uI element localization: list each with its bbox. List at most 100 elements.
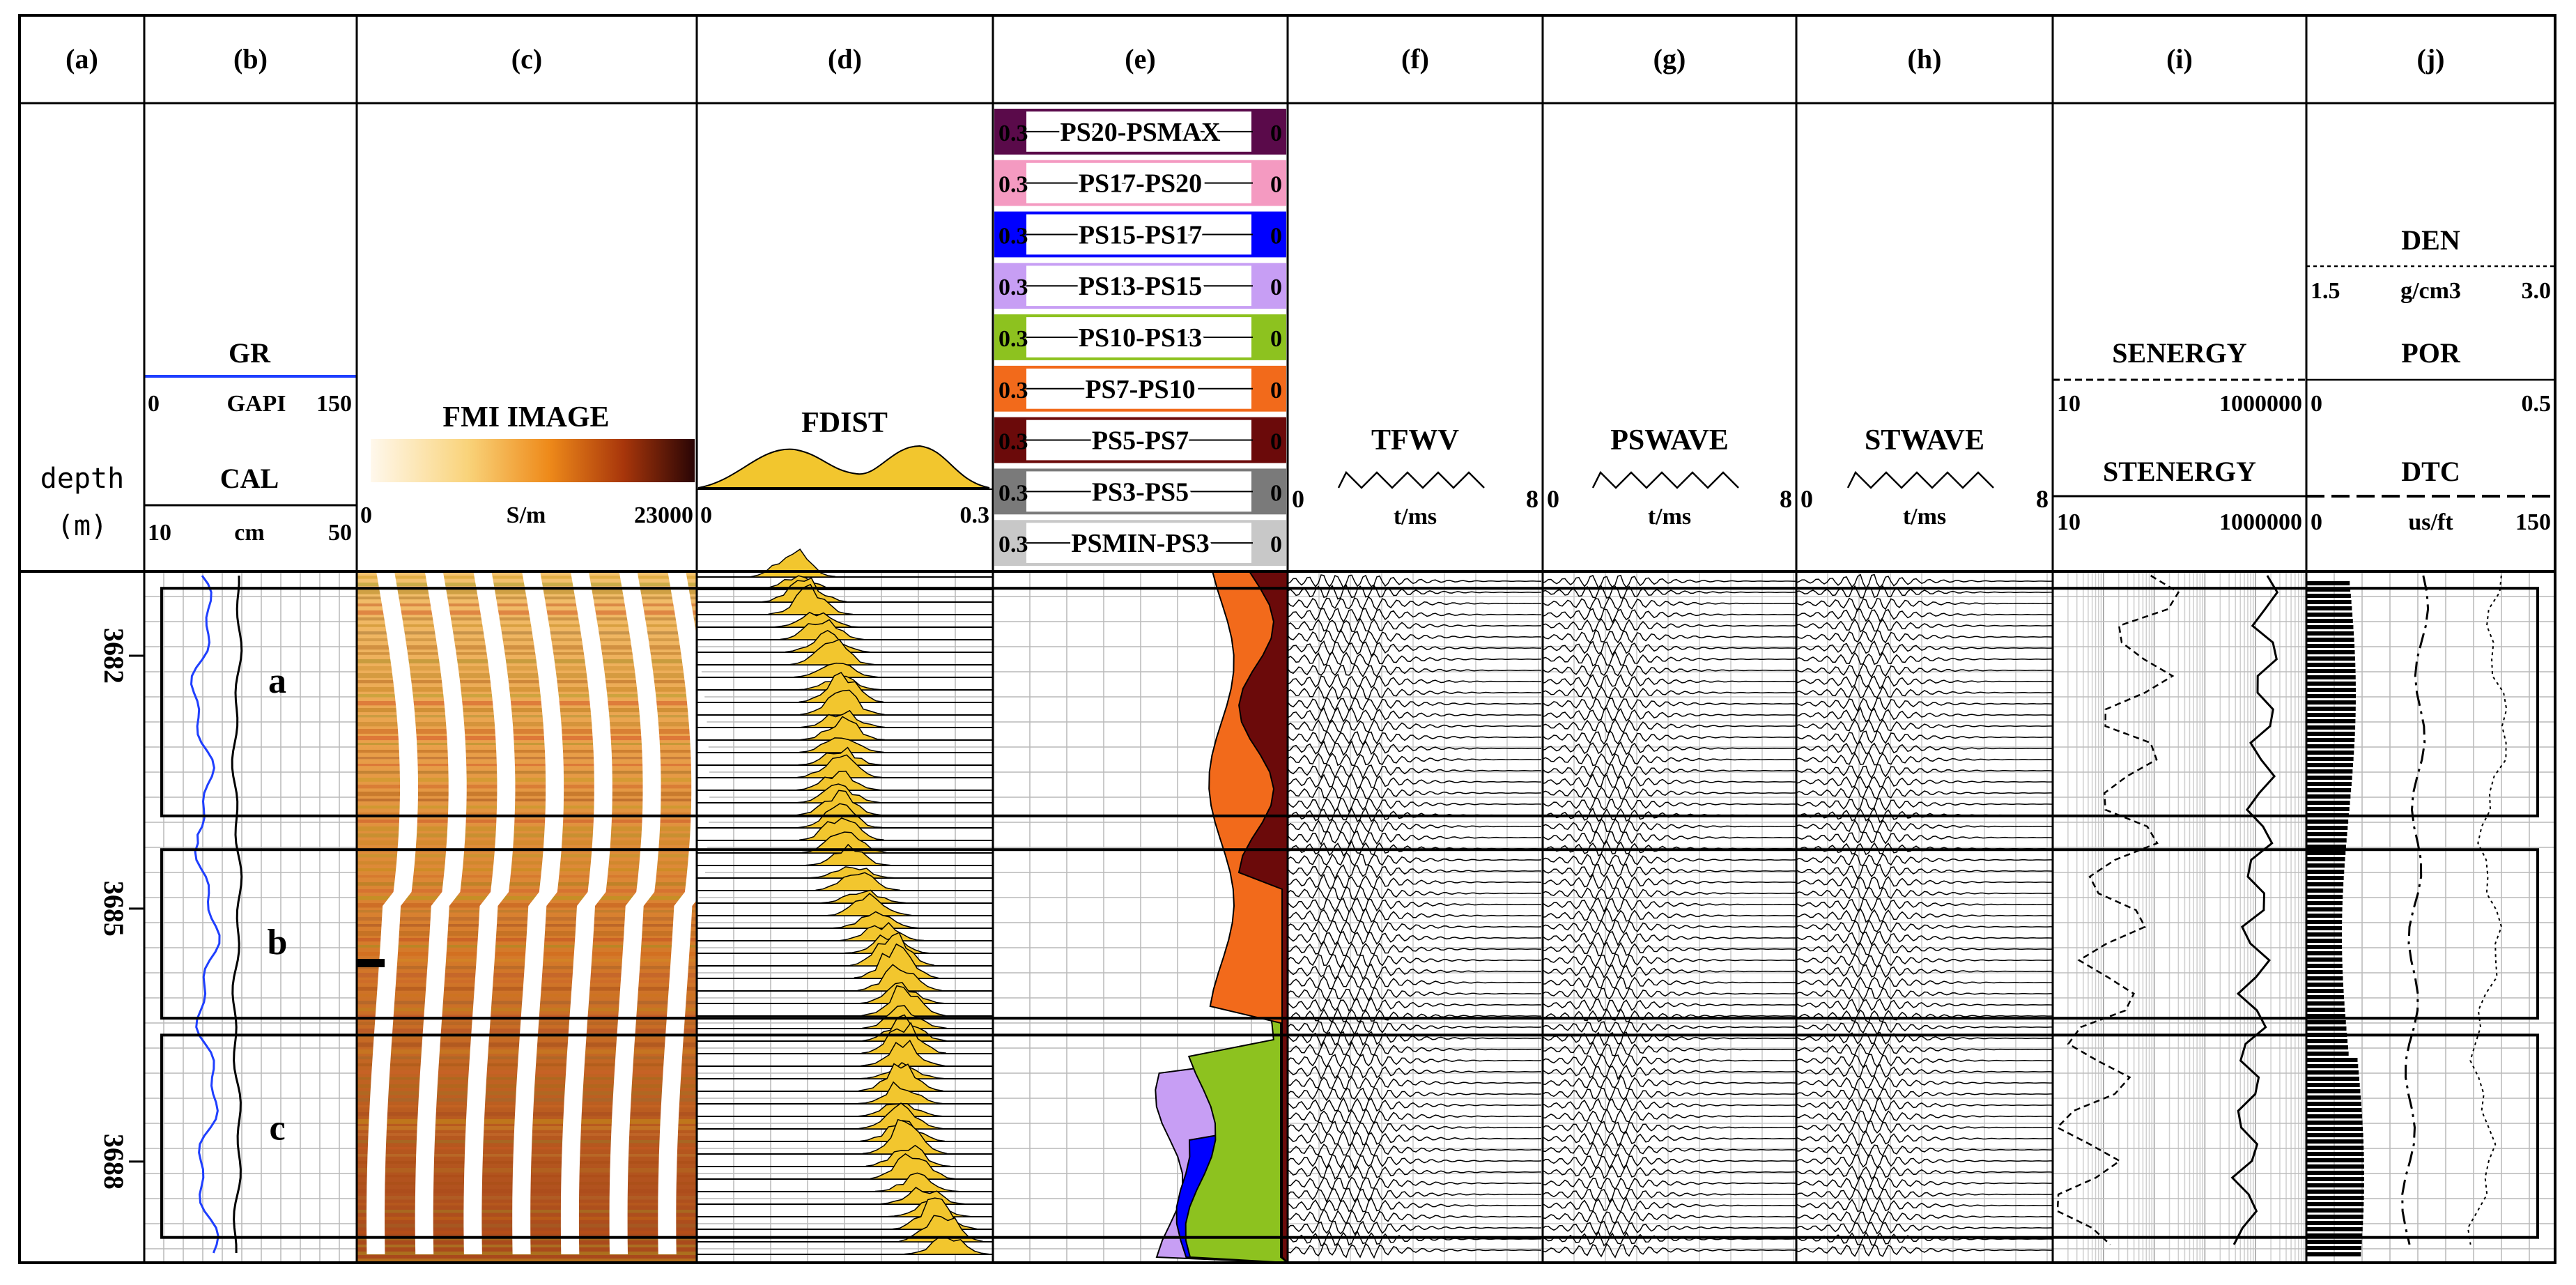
wave-trace bbox=[1542, 1177, 1797, 1190]
track-letter-a: (a) bbox=[65, 43, 98, 75]
wave-trace bbox=[1796, 574, 2053, 590]
dtc-min: 0 bbox=[2311, 509, 2322, 535]
pswave-legend-wave bbox=[1591, 470, 1739, 489]
por-bar bbox=[2307, 863, 2345, 868]
fmi-band bbox=[357, 631, 697, 635]
wave-trace bbox=[1542, 640, 1796, 656]
por-bar bbox=[2307, 725, 2356, 730]
por-bar bbox=[2307, 970, 2343, 974]
wave-trace bbox=[1542, 1086, 1797, 1102]
fmi-band bbox=[357, 1259, 697, 1263]
wave-trace bbox=[1796, 1054, 2053, 1069]
por-bar bbox=[2307, 663, 2356, 667]
por-bar bbox=[2307, 932, 2343, 937]
wave-trace bbox=[1796, 953, 2053, 969]
por-bars bbox=[2307, 581, 2364, 1256]
bin-max-6: 0 bbox=[1270, 429, 1282, 455]
bin-name-6: PS5-PS7 bbox=[1092, 426, 1189, 456]
fdist-peak bbox=[858, 1102, 943, 1130]
por-bar bbox=[2307, 1158, 2364, 1162]
fmi-band bbox=[357, 785, 697, 789]
stwave-min: 0 bbox=[1800, 485, 1813, 513]
por-bar bbox=[2307, 776, 2352, 780]
stwave-max: 8 bbox=[2036, 485, 2049, 513]
fdist-peak bbox=[750, 548, 835, 578]
por-bar bbox=[2307, 1077, 2359, 1081]
wave-trace bbox=[1542, 1053, 1797, 1069]
por-bar bbox=[2307, 631, 2354, 636]
fmi-band bbox=[357, 896, 697, 900]
fdist-peak bbox=[800, 689, 885, 716]
stenergy-min: 10 bbox=[2057, 509, 2081, 535]
dtc-title: DTC bbox=[2401, 456, 2460, 487]
wave-trace bbox=[1287, 1075, 1542, 1091]
por-bar bbox=[2307, 1208, 2364, 1213]
por-bar bbox=[2307, 895, 2343, 899]
wave-trace bbox=[1287, 830, 1542, 846]
depth-tick-label: 3688 bbox=[98, 1134, 130, 1190]
bin-max-7: 0 bbox=[1270, 480, 1282, 506]
wave-trace bbox=[1542, 998, 1797, 1013]
track-letter-h: (h) bbox=[1908, 43, 1942, 75]
fdist-peak bbox=[789, 638, 875, 665]
fmi-band bbox=[357, 708, 697, 712]
wave-trace bbox=[1542, 863, 1797, 878]
wave-trace bbox=[1542, 797, 1797, 811]
fmi-band bbox=[357, 833, 697, 838]
track-letter-b: (b) bbox=[233, 43, 268, 75]
wave-trace bbox=[1796, 1009, 2053, 1024]
wave-trace bbox=[1287, 596, 1542, 610]
wave-trace bbox=[1287, 730, 1542, 746]
bin-name-4: PS10-PS13 bbox=[1079, 323, 1202, 353]
wave-trace bbox=[1542, 686, 1797, 699]
wave-trace bbox=[1287, 873, 1541, 889]
depth-tick-label: 3682 bbox=[98, 628, 130, 684]
fmi-band bbox=[357, 861, 697, 865]
por-bar bbox=[2307, 1127, 2363, 1131]
wave-trace bbox=[1796, 1210, 2053, 1225]
fmi-band bbox=[357, 813, 697, 816]
fdist-peak bbox=[862, 1118, 948, 1155]
por-bar bbox=[2307, 694, 2356, 698]
wave-trace bbox=[1542, 718, 1797, 734]
pswave-title: PSWAVE bbox=[1610, 424, 1729, 456]
wave-trace bbox=[1796, 706, 2053, 723]
por-min: 0 bbox=[2311, 391, 2322, 417]
zone-box-c bbox=[160, 1033, 2539, 1239]
wave-trace bbox=[1796, 1020, 2053, 1036]
wave-trace bbox=[1542, 773, 1796, 790]
bin-min-6: 0.3 bbox=[998, 429, 1028, 455]
fmi-title: FMI IMAGE bbox=[442, 401, 609, 433]
por-bar bbox=[2307, 1133, 2363, 1137]
wave-trace bbox=[1542, 852, 1797, 867]
wave-trace bbox=[1796, 1187, 2053, 1202]
wave-trace bbox=[1796, 618, 2053, 633]
fdist-peak bbox=[857, 964, 943, 992]
fmi-band bbox=[357, 638, 697, 642]
wave-trace bbox=[1542, 886, 1797, 900]
wave-trace bbox=[1287, 1007, 1541, 1024]
wave-trace bbox=[1796, 918, 2053, 935]
por-bar bbox=[2307, 1252, 2361, 1256]
fdist-peak bbox=[858, 1081, 943, 1105]
por-bar bbox=[2307, 581, 2350, 585]
wave-trace bbox=[1542, 1064, 1797, 1080]
track-letter-i: (i) bbox=[2166, 43, 2193, 75]
por-bar bbox=[2307, 951, 2343, 955]
por-bar bbox=[2307, 1233, 2363, 1238]
bin-min-3: 0.3 bbox=[998, 275, 1028, 300]
wave-trace bbox=[1287, 1087, 1542, 1102]
wave-trace bbox=[1542, 1074, 1797, 1089]
bin-min-2: 0.3 bbox=[998, 223, 1028, 249]
fdist-max: 0.3 bbox=[960, 502, 990, 528]
por-bar bbox=[2307, 682, 2356, 686]
fdist-peak bbox=[796, 790, 881, 816]
wave-trace bbox=[1287, 986, 1542, 1003]
wave-trace bbox=[1542, 987, 1797, 1001]
wave-trace bbox=[1287, 1107, 1542, 1125]
gr-min: 0 bbox=[148, 391, 160, 417]
wave-trace bbox=[1542, 1220, 1797, 1237]
den-unit: g/cm3 bbox=[2400, 278, 2461, 304]
wave-trace bbox=[1287, 684, 1542, 700]
